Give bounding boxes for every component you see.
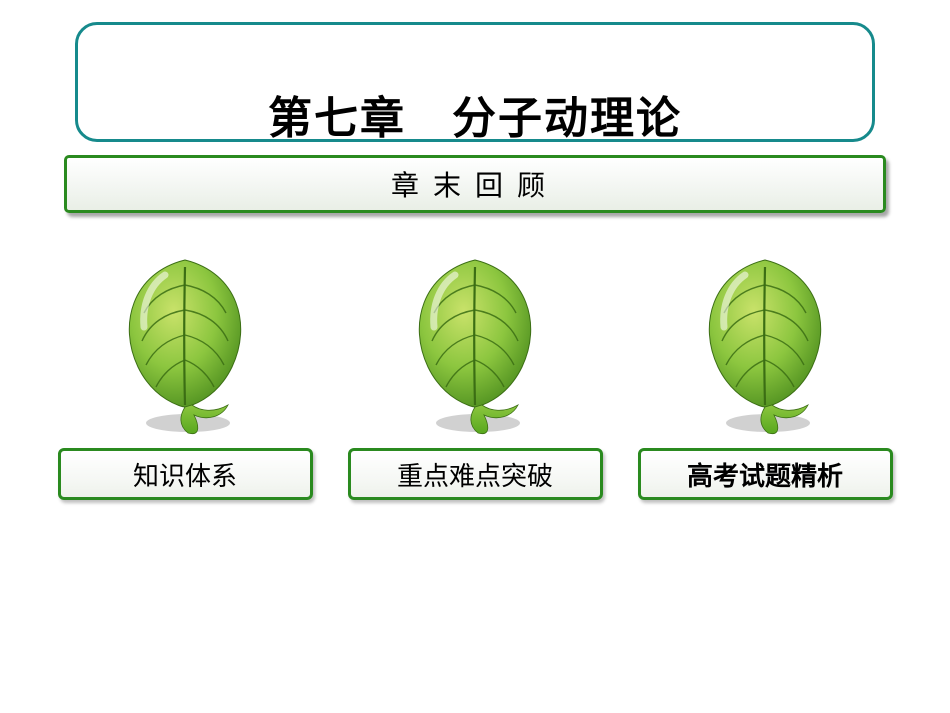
leaf-icon [635,255,895,435]
button-row: 知识体系 重点难点突破 高考试题精析 [0,448,950,500]
button-label: 知识体系 [133,456,237,493]
leaf-icon [55,255,315,435]
button-label: 重点难点突破 [397,456,553,493]
exam-analysis-button[interactable]: 高考试题精析 [638,448,893,500]
leaf-row [0,255,950,435]
button-label: 高考试题精析 [687,456,843,493]
subtitle-text: 章末回顾 [391,164,559,204]
chapter-title: 第七章 分子动理论 [0,82,950,146]
leaf-icon [345,255,605,435]
key-points-button[interactable]: 重点难点突破 [348,448,603,500]
knowledge-system-button[interactable]: 知识体系 [58,448,313,500]
subtitle-bar: 章末回顾 [64,155,886,213]
